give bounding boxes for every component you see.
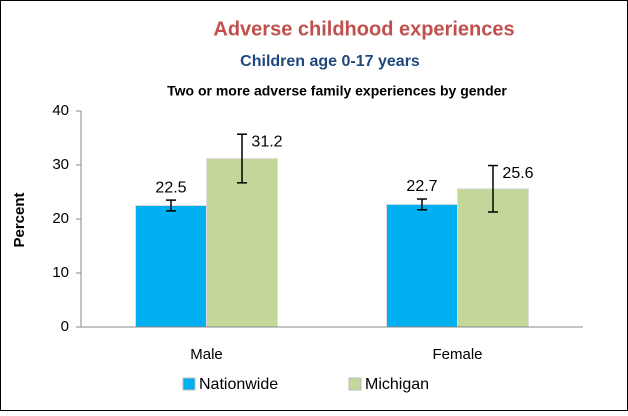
data-label: 25.6 <box>502 165 533 182</box>
data-label: 22.7 <box>406 178 437 195</box>
data-label: 22.5 <box>155 179 186 196</box>
x-tick-label: Male <box>190 346 223 363</box>
y-axis-label: Percent <box>11 192 28 247</box>
chart-subtitle: Children age 0-17 years <box>240 53 420 70</box>
chart-description: Two or more adverse family experiences b… <box>167 83 507 99</box>
bar <box>135 205 207 328</box>
bar <box>206 158 278 328</box>
bar <box>386 203 458 328</box>
y-tick-label: 40 <box>52 102 69 119</box>
error-bar <box>166 199 176 212</box>
legend-swatch <box>348 377 362 391</box>
data-label: 31.2 <box>251 133 282 150</box>
legend-swatch <box>182 377 196 391</box>
error-bar <box>488 164 498 213</box>
error-bar <box>237 133 247 184</box>
legend-label: Michigan <box>365 376 429 393</box>
x-tick-label: Female <box>432 346 482 363</box>
y-tick-label: 10 <box>52 264 69 281</box>
legend-label: Nationwide <box>199 376 278 393</box>
y-tick-label: 0 <box>61 318 69 335</box>
error-bar <box>417 198 427 211</box>
y-tick-label: 30 <box>52 156 69 173</box>
y-tick-label: 20 <box>52 210 69 227</box>
chart-title: Adverse childhood experiences <box>213 18 514 40</box>
